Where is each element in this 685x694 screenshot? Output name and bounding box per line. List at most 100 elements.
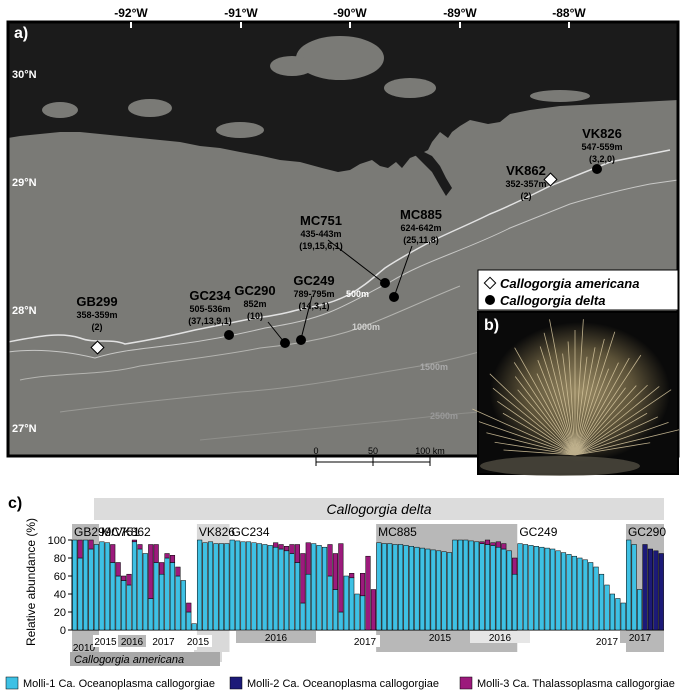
bar-m1 xyxy=(305,573,311,631)
bar-m1 xyxy=(626,539,632,631)
bar-m3 xyxy=(501,543,507,550)
site-name-mc885: MC885 xyxy=(400,207,442,222)
bar-m3 xyxy=(164,553,170,559)
coral-branch xyxy=(562,353,576,456)
coral-branch xyxy=(574,442,651,456)
coral-branch xyxy=(574,319,584,456)
bar-m3 xyxy=(370,589,376,631)
site-depth-mc751: 435-443m xyxy=(300,229,341,239)
coral-branch xyxy=(497,401,576,456)
coral-branch xyxy=(503,449,576,456)
year-label: 2017 xyxy=(152,637,175,648)
banner-americana xyxy=(70,652,220,666)
bar-m1 xyxy=(398,544,404,631)
bar-m3 xyxy=(300,553,306,604)
coral-branch xyxy=(543,332,576,456)
bar-m3 xyxy=(349,573,355,579)
bar-m1 xyxy=(414,546,420,631)
bar-m1 xyxy=(560,552,567,631)
bar-m1 xyxy=(637,589,643,631)
site-name-gc290: GC290 xyxy=(234,283,275,298)
bar-m1 xyxy=(153,562,159,631)
bar-m1 xyxy=(294,562,300,631)
bar-m3 xyxy=(115,562,121,577)
year-band xyxy=(93,635,118,647)
coral-branch xyxy=(517,389,576,456)
bar-m1 xyxy=(343,575,349,631)
site-depth-mc885: 624-642m xyxy=(400,223,441,233)
coral-branch xyxy=(574,389,672,456)
lake-maurepas xyxy=(270,56,314,76)
coral-branch xyxy=(492,387,576,456)
scale-zero: 0 xyxy=(313,446,318,456)
bar-m1 xyxy=(392,544,398,631)
marker-gc290 xyxy=(280,338,290,348)
site-depth-gb299: 358-359m xyxy=(76,310,117,320)
coral-branch xyxy=(567,341,576,456)
bar-m1 xyxy=(126,584,132,631)
bar-m1 xyxy=(620,602,626,631)
bar-m2 xyxy=(653,550,659,631)
group-label: MC751 xyxy=(101,525,140,539)
longitude-label: -92°W xyxy=(114,6,148,20)
site-name-vk826: VK826 xyxy=(582,126,622,141)
bar-m1 xyxy=(452,539,458,631)
bar-m1 xyxy=(425,548,431,631)
legend-label-m2: Molli-2 Ca. Oceanoplasma callogorgiae xyxy=(247,678,439,690)
coral-branch xyxy=(574,357,630,456)
bar-m1 xyxy=(278,548,284,631)
bar-m1 xyxy=(289,553,295,631)
bar-m1 xyxy=(582,559,588,631)
bar-m1 xyxy=(588,562,594,631)
coral-branch xyxy=(574,386,660,456)
bar-m1 xyxy=(267,545,273,631)
bay xyxy=(128,99,172,117)
bar-m1 xyxy=(349,577,355,631)
bar-m1 xyxy=(544,547,550,631)
bar-m1 xyxy=(218,543,224,631)
map-frame xyxy=(6,20,680,458)
latitude-label: 30°N xyxy=(12,69,37,81)
year-label: 2015 xyxy=(94,637,117,648)
coral-branch xyxy=(489,373,576,456)
bar-m2 xyxy=(658,553,664,631)
site-counts-mc751: (19,15,6,1) xyxy=(299,241,343,251)
year-band xyxy=(592,635,622,647)
bar-m1 xyxy=(598,573,605,631)
site-depth-gc290: 852m xyxy=(243,299,266,309)
bar-m3 xyxy=(479,541,485,544)
year-band xyxy=(184,635,212,647)
site-name-vk862: VK862 xyxy=(506,163,546,178)
bar-m1 xyxy=(577,557,583,631)
bar-m3 xyxy=(283,546,290,552)
y-tick-label: 0 xyxy=(60,625,66,637)
year-label: 2016 xyxy=(489,633,512,644)
bar-m1 xyxy=(604,584,610,631)
bar-m1 xyxy=(550,548,556,631)
bar-m1 xyxy=(360,595,366,631)
coral-branch xyxy=(486,432,576,456)
coral-branch xyxy=(574,338,605,456)
banner-americana-text: Callogorgia americana xyxy=(74,654,184,666)
bar-m3 xyxy=(153,544,159,563)
bar-m3 xyxy=(131,539,138,543)
coral-branch xyxy=(537,360,576,456)
coral-branch xyxy=(514,376,576,456)
legend-circle-icon xyxy=(485,295,495,305)
group-band-1 xyxy=(99,524,197,652)
coral-branch xyxy=(549,319,576,456)
bar-m1 xyxy=(381,543,387,631)
bar-m1 xyxy=(533,546,539,631)
bar-m1 xyxy=(631,544,637,631)
group-label: MC885 xyxy=(378,525,417,539)
y-tick-label: 60 xyxy=(54,571,66,583)
group-label: GB299/VK862 xyxy=(74,525,151,539)
legend-swatch-m1 xyxy=(5,676,19,690)
group-band-2 xyxy=(196,524,230,652)
bar-m1 xyxy=(484,544,491,631)
legend-swatch-m2 xyxy=(229,676,243,690)
latitude-label: 27°N xyxy=(12,423,37,435)
year-band xyxy=(350,635,380,647)
year-band xyxy=(75,641,93,653)
latitude-label: 28°N xyxy=(12,305,37,317)
